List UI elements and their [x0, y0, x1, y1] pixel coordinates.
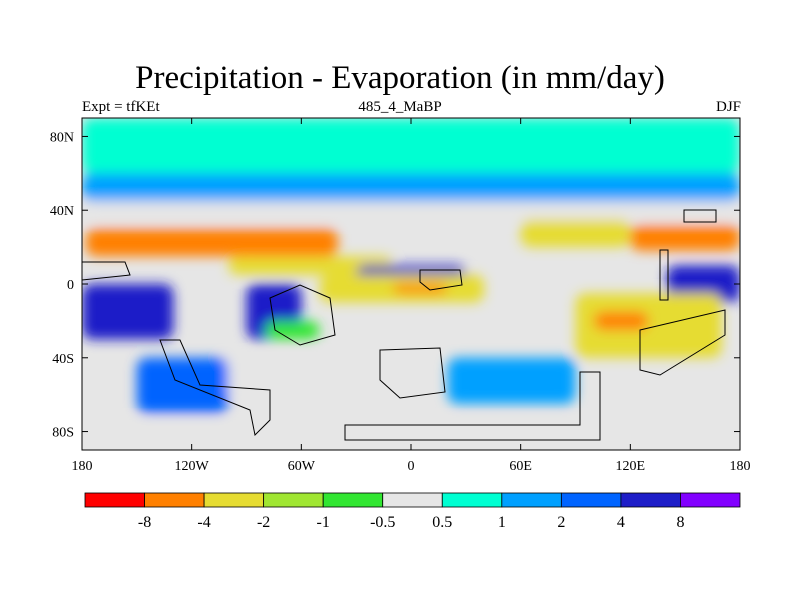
- field-region-6: [630, 224, 740, 251]
- x-tick-label-3: 0: [408, 459, 415, 474]
- map-area: [82, 118, 740, 450]
- colorbar-label-1: -4: [197, 514, 210, 531]
- field-region-14: [593, 311, 649, 331]
- coastline-0: [419, 269, 463, 291]
- colorbar-box-3: [263, 492, 324, 508]
- colorbar-box-7: [501, 492, 562, 508]
- coastlines: [82, 209, 726, 441]
- colorbar-box-0: [84, 492, 145, 508]
- field-regions: [82, 118, 740, 450]
- colorbar-box-4: [322, 492, 384, 508]
- coastline-7: [82, 261, 131, 281]
- colorbar-box-8: [560, 492, 622, 508]
- colorbar-label-3: -1: [317, 514, 330, 531]
- y-tick-label-1: 40N: [50, 204, 74, 219]
- field-region-3: [85, 228, 338, 257]
- coastline-2: [379, 347, 446, 399]
- colorbar-box-5: [382, 492, 443, 508]
- y-tick-label-0: 80N: [50, 130, 74, 145]
- field-region-16: [264, 320, 320, 340]
- colorbar-box-9: [620, 492, 681, 508]
- colorbar: -8 -4 -2 -1 -0.5 0.5 1 2 4 8: [84, 492, 741, 531]
- colorbar-box-10: [680, 492, 741, 508]
- y-tick-label-4: 80S: [52, 426, 74, 441]
- y-tick-label-2: 0: [67, 278, 74, 293]
- y-tick-label-3: 40S: [52, 352, 74, 367]
- season-label: DJF: [715, 99, 741, 115]
- coastline-6: [683, 209, 717, 223]
- colorbar-box-1: [144, 492, 205, 508]
- field-region-1: [82, 173, 740, 201]
- field-region-17: [136, 357, 229, 414]
- x-tick-label-2: 60W: [288, 459, 316, 474]
- coastline-8: [159, 339, 271, 437]
- colorbar-label-0: -8: [138, 514, 151, 531]
- field-region-18: [447, 357, 576, 404]
- chart-title: Precipitation - Evaporation (in mm/day): [135, 60, 665, 96]
- field-region-5: [520, 219, 631, 248]
- colorbar-label-4: -0.5: [370, 514, 395, 531]
- field-region-0: [82, 118, 740, 174]
- field-region-19: [82, 422, 740, 450]
- x-tick-label-4: 60E: [509, 459, 532, 474]
- field-region-13: [575, 293, 722, 358]
- colorbar-label-9: 8: [676, 514, 684, 531]
- field-region-10: [666, 265, 740, 303]
- field-region-15: [191, 357, 338, 395]
- colorbar-box-2: [203, 492, 265, 508]
- x-tick-label-5: 120E: [616, 459, 646, 474]
- x-tick-label-1: 120W: [175, 459, 210, 474]
- coastline-3: [344, 371, 601, 441]
- colorbar-label-8: 4: [617, 514, 625, 531]
- colorbar-label-5: 0.5: [432, 514, 452, 531]
- coastline-5: [659, 249, 669, 301]
- colorbar-label-2: -2: [257, 514, 270, 531]
- colorbar-label-6: 1: [498, 514, 506, 531]
- axis-ticks: 180 120W 60W 0 60E 120E 180 80N 40N 0 40S 80S: [50, 118, 751, 474]
- colorbar-box-6: [441, 492, 503, 508]
- colorbar-label-7: 2: [557, 514, 565, 531]
- field-region-7: [82, 284, 174, 340]
- field-region-12: [392, 284, 448, 294]
- period-label: 485_4_MaBP: [358, 99, 442, 115]
- x-tick-label-0: 180: [72, 459, 93, 474]
- x-tick-label-6: 180: [730, 459, 751, 474]
- field-region-4: [228, 256, 393, 275]
- field-region-2: [82, 201, 740, 220]
- coastline-4: [639, 309, 726, 376]
- coastline-1: [269, 284, 336, 346]
- experiment-label: Expt = tfKEt: [82, 99, 160, 115]
